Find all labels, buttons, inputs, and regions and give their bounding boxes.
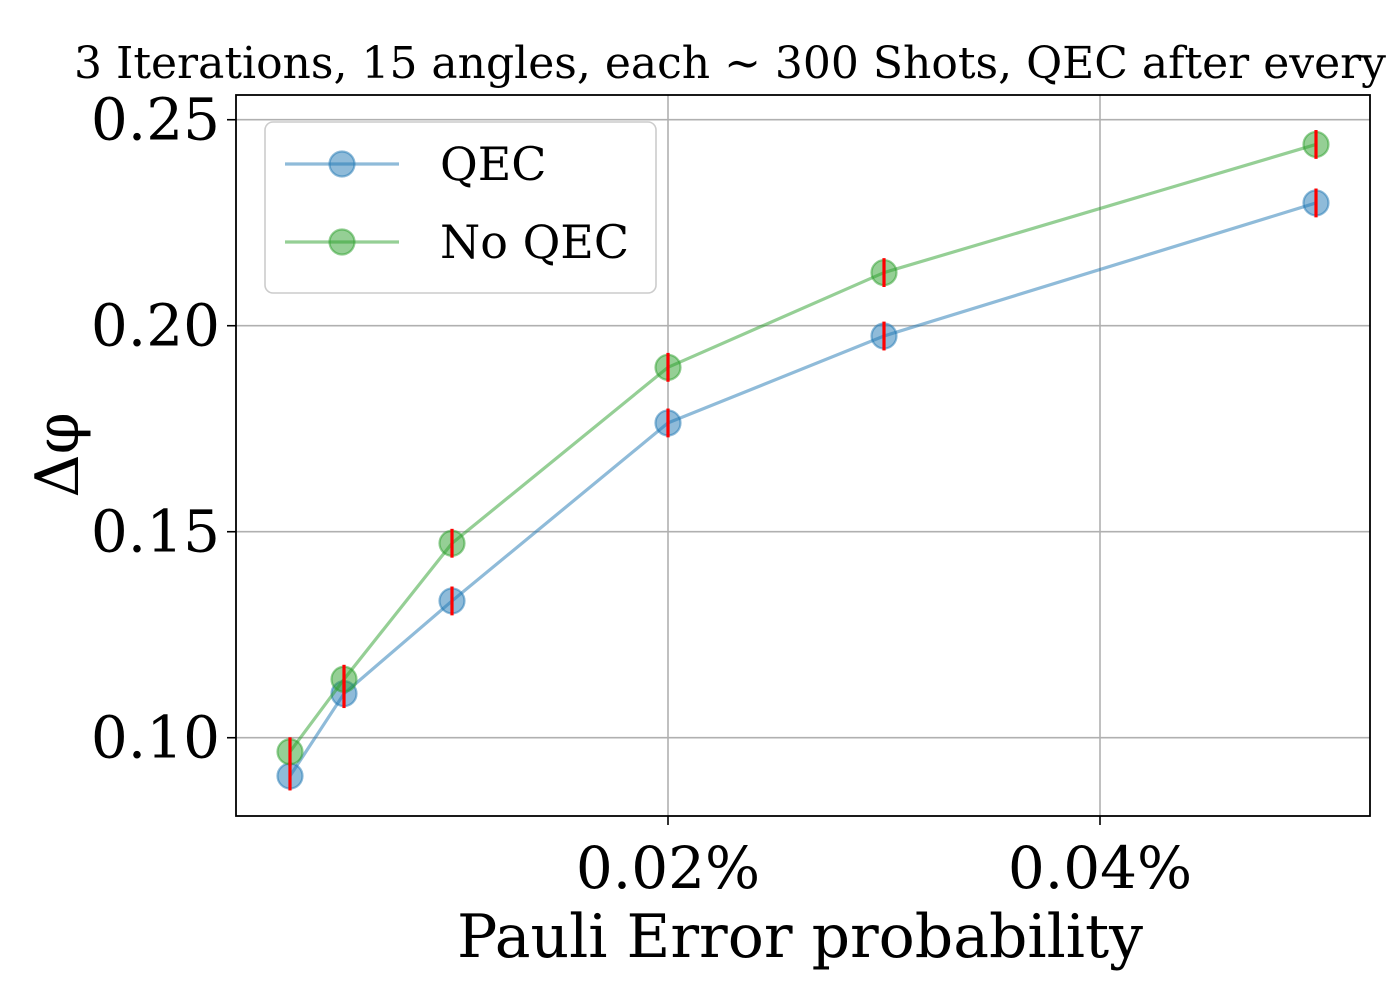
- chart-title: 3 Iterations, 15 angles, each ∼ 300 Shot…: [74, 38, 1386, 89]
- series-layer: [276, 130, 1330, 791]
- y-tick-label: 0.15: [91, 498, 220, 566]
- series-line: [288, 142, 1317, 753]
- plot-frame: [235, 94, 1371, 817]
- x-tick-label: 0.02%: [576, 834, 760, 902]
- y-tick-label: 0.20: [91, 292, 220, 360]
- legend-marker: [328, 228, 356, 256]
- y-tick-label: 0.25: [91, 86, 220, 154]
- series-line: [288, 201, 1317, 777]
- y-axis-label: Δφ: [23, 412, 93, 497]
- tick-layer: 0.02% 0.04% 0.10 0.15 0.20 0.25: [91, 86, 1192, 902]
- x-tick-label: 0.04%: [1008, 834, 1192, 902]
- y-tick-label: 0.10: [91, 704, 220, 772]
- grid-layer: [236, 95, 1370, 816]
- legend-label: No QEC: [440, 215, 629, 269]
- legend: QEC No QEC: [264, 121, 657, 294]
- x-axis-label: Pauli Error probability: [457, 902, 1143, 972]
- legend-label: QEC: [440, 137, 547, 191]
- legend-marker: [328, 150, 356, 178]
